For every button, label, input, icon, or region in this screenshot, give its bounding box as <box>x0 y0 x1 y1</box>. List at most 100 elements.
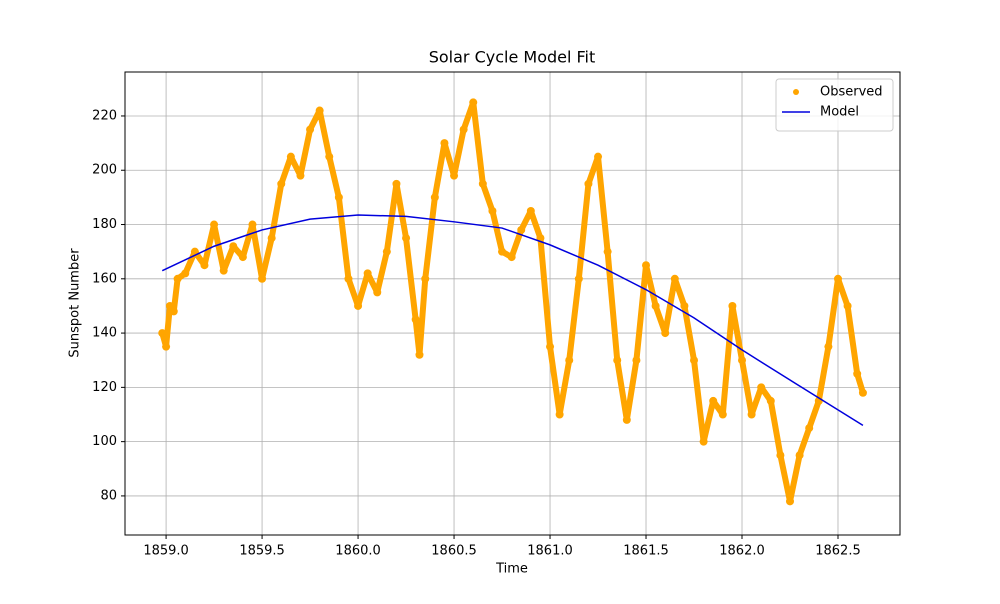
point <box>805 424 814 433</box>
model-line <box>161 214 864 426</box>
y-tick-label: 80 <box>100 488 117 503</box>
point <box>392 179 401 188</box>
point <box>795 451 804 460</box>
point <box>757 383 766 392</box>
point <box>267 234 276 243</box>
point <box>709 396 718 405</box>
y-tick-label: 220 <box>92 108 117 123</box>
point <box>181 269 190 278</box>
point <box>450 171 459 180</box>
point <box>363 269 372 278</box>
point <box>594 152 603 161</box>
point <box>286 152 295 161</box>
point <box>651 301 660 310</box>
x-tick-label: 1859.5 <box>239 544 285 559</box>
x-tick-label: 1861.0 <box>527 544 573 559</box>
point <box>613 356 622 365</box>
point <box>210 220 219 229</box>
point <box>670 274 679 283</box>
point <box>690 356 699 365</box>
point <box>546 342 555 351</box>
point <box>680 301 689 310</box>
point <box>488 206 497 215</box>
point <box>478 179 487 188</box>
point <box>858 388 867 397</box>
point <box>728 301 737 310</box>
point <box>402 234 411 243</box>
legend-box <box>775 78 894 132</box>
point <box>162 342 171 351</box>
point <box>843 301 852 310</box>
point <box>325 152 334 161</box>
y-axis-label: Sunspot Number <box>68 248 83 358</box>
point <box>517 225 526 234</box>
x-axis-label: Time <box>495 562 528 577</box>
point <box>824 342 833 351</box>
point <box>776 451 785 460</box>
point <box>411 315 420 324</box>
plot-frame <box>124 71 901 536</box>
legend-marker <box>793 89 799 95</box>
point <box>315 106 324 115</box>
point <box>622 415 631 424</box>
point <box>507 253 516 262</box>
point <box>296 171 305 180</box>
legend-label: Observed <box>820 85 883 100</box>
y-tick-label: 180 <box>92 217 117 232</box>
point <box>699 437 708 446</box>
point <box>738 356 747 365</box>
y-tick-label: 140 <box>92 326 117 341</box>
point <box>584 179 593 188</box>
point <box>169 307 178 316</box>
x-tick-label: 1861.5 <box>623 544 669 559</box>
point <box>632 356 641 365</box>
point <box>574 274 583 283</box>
point <box>382 247 391 256</box>
point <box>833 274 842 283</box>
point <box>498 247 507 256</box>
point <box>200 261 209 270</box>
point <box>229 242 238 251</box>
y-tick-label: 200 <box>92 163 117 178</box>
point <box>469 98 478 107</box>
chart-title: Solar Cycle Model Fit <box>429 48 596 67</box>
legend-label: Model <box>820 105 859 120</box>
point <box>430 193 439 202</box>
legend: Observed Model <box>775 78 894 132</box>
point <box>373 288 382 297</box>
y-tick-label: 160 <box>92 271 117 286</box>
point <box>526 206 535 215</box>
point <box>277 179 286 188</box>
point <box>555 410 564 419</box>
point <box>603 247 612 256</box>
point <box>158 329 167 338</box>
y-tick-label: 120 <box>92 380 117 395</box>
point <box>415 350 424 359</box>
point <box>766 396 775 405</box>
x-tick-label: 1860.0 <box>335 544 381 559</box>
x-tick-label: 1860.5 <box>431 544 477 559</box>
x-tick-label: 1862.5 <box>815 544 861 559</box>
point <box>785 497 794 506</box>
point <box>344 274 353 283</box>
point <box>173 274 182 283</box>
point <box>853 369 862 378</box>
point <box>440 139 449 148</box>
point <box>718 410 727 419</box>
point <box>306 125 315 134</box>
point <box>354 301 363 310</box>
point <box>661 329 670 338</box>
point <box>565 356 574 365</box>
point <box>459 125 468 134</box>
point <box>334 193 343 202</box>
observed-trace <box>159 99 866 505</box>
x-tick-label: 1859.0 <box>143 544 189 559</box>
point <box>219 266 228 275</box>
y-tick-label: 100 <box>92 434 117 449</box>
x-tick-label: 1862.0 <box>719 544 765 559</box>
point <box>421 274 430 283</box>
point <box>747 410 756 419</box>
point <box>248 220 257 229</box>
point <box>258 274 267 283</box>
